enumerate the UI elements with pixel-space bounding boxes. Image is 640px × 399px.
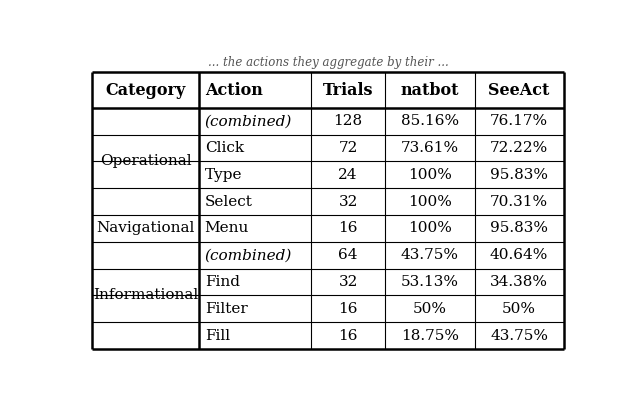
Text: 72: 72 [339,141,358,155]
Text: 16: 16 [339,328,358,343]
Text: Category: Category [106,82,186,99]
Text: 50%: 50% [413,302,447,316]
Text: SeeAct: SeeAct [488,82,550,99]
Text: 16: 16 [339,221,358,235]
Text: 53.13%: 53.13% [401,275,459,289]
Text: Informational: Informational [93,288,198,302]
Text: 43.75%: 43.75% [401,248,459,262]
Text: Menu: Menu [205,221,249,235]
Text: Select: Select [205,195,253,209]
Text: Fill: Fill [205,328,230,343]
Text: 64: 64 [339,248,358,262]
Text: Type: Type [205,168,242,182]
Text: 100%: 100% [408,221,452,235]
Text: 32: 32 [339,275,358,289]
Text: 128: 128 [333,114,363,128]
Text: 100%: 100% [408,195,452,209]
Text: natbot: natbot [401,82,460,99]
Text: 73.61%: 73.61% [401,141,459,155]
Text: Action: Action [205,82,262,99]
Text: 16: 16 [339,302,358,316]
Text: 72.22%: 72.22% [490,141,548,155]
Text: 32: 32 [339,195,358,209]
Text: 95.83%: 95.83% [490,221,548,235]
Text: Navigational: Navigational [97,221,195,235]
Text: Click: Click [205,141,244,155]
Text: 100%: 100% [408,168,452,182]
Text: 18.75%: 18.75% [401,328,459,343]
Text: (combined): (combined) [205,114,292,128]
Text: 70.31%: 70.31% [490,195,548,209]
Text: 50%: 50% [502,302,536,316]
Text: 24: 24 [339,168,358,182]
Text: 76.17%: 76.17% [490,114,548,128]
Text: 43.75%: 43.75% [490,328,548,343]
Text: (combined): (combined) [205,248,292,262]
Text: 34.38%: 34.38% [490,275,548,289]
Text: 85.16%: 85.16% [401,114,459,128]
Text: ... the actions they aggregate by their ...: ... the actions they aggregate by their … [207,55,449,69]
Text: Operational: Operational [100,154,191,168]
Text: 40.64%: 40.64% [490,248,548,262]
Text: Find: Find [205,275,239,289]
Text: Filter: Filter [205,302,248,316]
Text: 95.83%: 95.83% [490,168,548,182]
Text: Trials: Trials [323,82,373,99]
